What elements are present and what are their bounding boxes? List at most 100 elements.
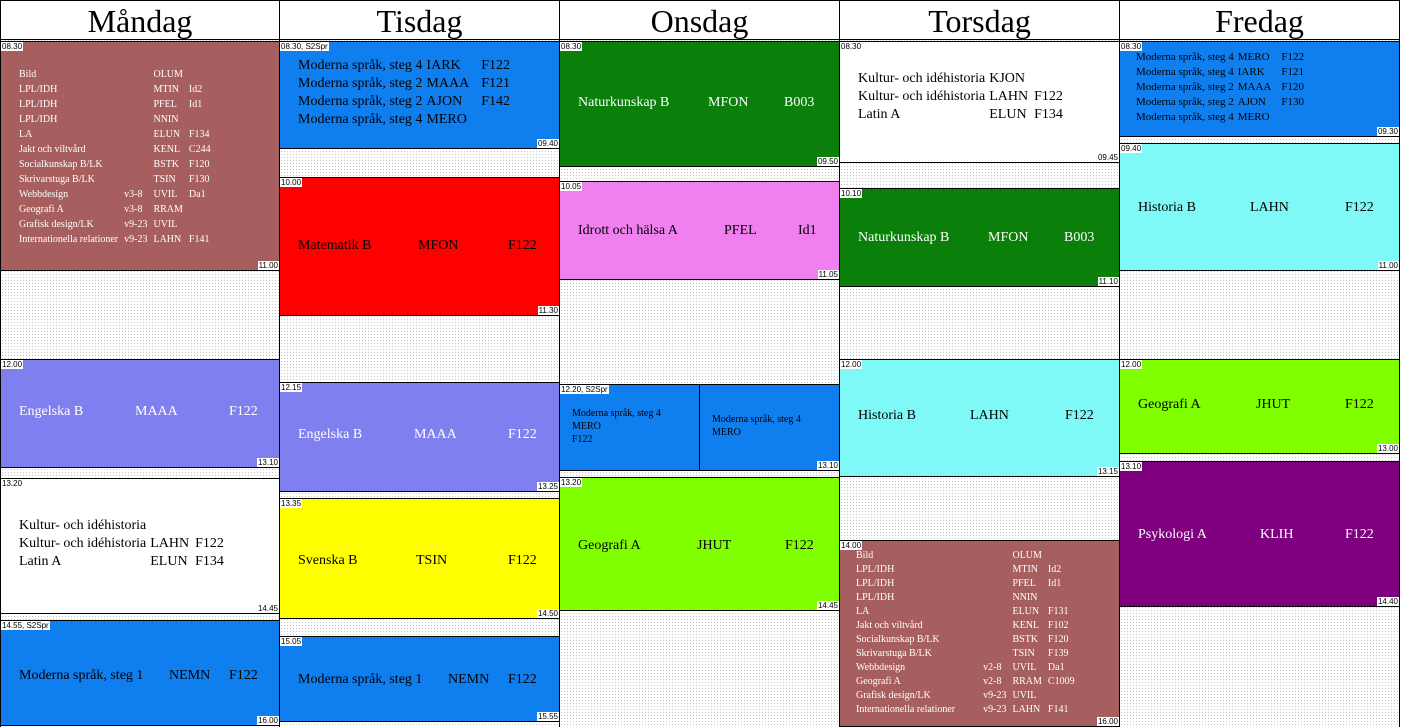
lesson-cell [124, 97, 153, 112]
lesson-cell [1034, 70, 1069, 88]
lesson-block[interactable]: 12.00 Geografi A JHUT F122 13.00 [1120, 359, 1399, 454]
lesson-cell: Webbdesign [19, 189, 69, 200]
lesson-rows: Kultur- och idéhistoria KJON Kultur- och i… [858, 70, 1069, 124]
lesson-cell: LA [19, 129, 33, 140]
lesson-row: LPL/IDH MTIN Id2 [19, 82, 217, 97]
day-column-thursday: Torsdag 08.30 Kultur- och idéhistoria KJO… [840, 0, 1120, 727]
lesson-block[interactable]: 15.05 Moderna språk, steg 1 NEMN F122 15… [280, 636, 559, 722]
lesson-block[interactable]: 12.15 Engelska B MAAA F122 13.25 [280, 382, 559, 492]
lesson-block[interactable]: 08.30 Moderna språk, steg 4 MERO F122 Moder… [1120, 41, 1399, 137]
lesson-cell: Moderna språk, steg 4 [298, 112, 423, 127]
lesson-cell: Moderna språk, steg 4 [1136, 66, 1234, 78]
lesson-cell: v9-23 [983, 704, 1007, 715]
lesson-cell: Jakt och viltvård [856, 620, 923, 631]
lesson-subject: Svenska B [298, 553, 358, 568]
lesson-cell: LAHN [153, 234, 182, 245]
lesson-cell: MERO [1237, 51, 1270, 63]
lesson-block[interactable]: 10.05 Idrott och hälsa A PFEL Id1 11.05 [560, 181, 839, 280]
start-time: 13.35 [280, 499, 303, 508]
lesson-row: Kultur- och idéhistoria [19, 517, 230, 535]
lesson-block[interactable]: 12.00 Historia B LAHN F122 13.15 [840, 359, 1119, 477]
lesson-block[interactable]: 13.10 Psykologi A KLIH F122 14.40 [1120, 461, 1399, 607]
start-time: 13.20 [1, 479, 24, 488]
lesson-row: LPL/IDH PFEL Id1 [856, 577, 1081, 591]
start-time: 08.30 [1120, 42, 1143, 51]
lesson-room: F122 [785, 538, 814, 553]
lesson-block[interactable]: 13.20 Kultur- och idéhistoria Kultur- och… [1, 478, 279, 614]
lesson-room: F122 [1345, 527, 1374, 542]
lesson-row: Moderna språk, steg 4 IARK F122 [298, 57, 516, 75]
lesson-block[interactable]: 12.00 Engelska B MAAA F122 13.10 [1, 359, 279, 468]
lesson-row: Webbdesign v3-8 UVIL Da1 [19, 187, 217, 202]
lesson-cell: ELUN [153, 129, 181, 140]
lesson-row: Moderna språk, steg 2 AJON F142 [298, 93, 516, 111]
lesson-cell: RRAM [1012, 676, 1042, 687]
lesson-cell: MERO [426, 112, 467, 127]
lesson-cell: F120 [1047, 634, 1069, 645]
lesson-subject: Moderna språk, steg 4 [712, 414, 801, 425]
lesson-cell [150, 517, 195, 535]
lesson-cell: F130 [1281, 96, 1305, 108]
lesson-teacher: JHUT [697, 538, 732, 553]
lesson-teacher: LAHN [970, 408, 1009, 423]
lesson-cell: PFEL [153, 99, 177, 110]
lesson-block[interactable]: 08.30 Naturkunskap B MFON B003 09.50 [560, 41, 839, 167]
start-time: 10.10 [840, 189, 863, 198]
end-time: 09.30 [1376, 127, 1399, 136]
lesson-block[interactable]: 13.20 Geografi A JHUT F122 14.45 [560, 477, 839, 611]
lesson-block[interactable]: 14.55, S2Spr Moderna språk, steg 1 NEMN … [1, 620, 279, 726]
end-time: 09.45 [1096, 153, 1119, 162]
start-time: 12.20, S2Spr [560, 385, 609, 394]
lesson-cell: LPL/IDH [19, 114, 58, 125]
lesson-right: Moderna språk, steg 4 MERO [712, 413, 801, 439]
lesson-block[interactable]: 10.00 Matematik B MFON F122 11.30 [280, 177, 559, 316]
lesson-cell [124, 112, 153, 127]
end-time: 13.15 [1096, 467, 1119, 476]
day-header: Onsdag [560, 0, 839, 40]
lesson-split-divider [699, 385, 700, 470]
lesson-room: B003 [784, 95, 815, 110]
lesson-room: F122 [508, 427, 537, 442]
lesson-block[interactable]: 10.10 Naturkunskap B MFON B003 11.10 [840, 188, 1119, 287]
lesson-cell: AJON [426, 94, 463, 109]
day-column-tuesday: Tisdag 08.30, S2Spr Moderna språk, steg … [280, 0, 560, 727]
lesson-block[interactable]: 13.35 Svenska B TSIN F122 14.50 [280, 498, 559, 619]
lesson-row: LPL/IDH PFEL Id1 [19, 97, 217, 112]
lesson-cell: F122 [1034, 89, 1063, 104]
lesson-cell [124, 157, 153, 172]
lesson-cell [983, 647, 1012, 661]
lesson-row: Latin A ELUN F134 [858, 106, 1069, 124]
end-time: 14.50 [536, 609, 559, 618]
lesson-cell: LPL/IDH [19, 99, 58, 110]
lesson-cell [189, 202, 217, 217]
lesson-block[interactable]: 08.30 Bild OLUM LPL/IDH MTIN Id2 LPL/IDH PFEL I… [1, 41, 279, 271]
lesson-cell: KJON [989, 71, 1026, 86]
lesson-cell: F130 [188, 174, 210, 185]
lesson-cell: MERO [1237, 111, 1270, 123]
lesson-block[interactable]: 08.30, S2Spr Moderna språk, steg 4 IARK F1… [280, 41, 559, 149]
lesson-subject: Historia B [1138, 200, 1196, 215]
end-time: 13.25 [536, 482, 559, 491]
lesson-cell: Bild [856, 550, 874, 561]
lesson-cell: ELUN [1012, 606, 1040, 617]
lesson-row: Geografi A v2-8 RRAM C1009 [856, 675, 1081, 689]
lesson-block[interactable]: 14.00 Bild OLUM LPL/IDH MTIN Id2 LPL/IDH PFEL I… [840, 540, 1119, 727]
lesson-cell: Grafisk design/LK [19, 219, 94, 230]
start-time: 12.00 [1120, 360, 1143, 369]
lesson-subject: Naturkunskap B [858, 230, 950, 245]
lesson-row: Latin A ELUN F134 [19, 553, 230, 571]
lesson-table: Bild OLUM LPL/IDH MTIN Id2 LPL/IDH PFEL Id1 LPL/… [856, 549, 1081, 717]
lesson-cell: C1009 [1047, 676, 1075, 687]
lesson-cell: Latin A [858, 107, 901, 122]
lesson-cell: LPL/IDH [19, 84, 58, 95]
lesson-block[interactable]: 09.40 Historia B LAHN F122 11.00 [1120, 143, 1399, 271]
lesson-cell: Jakt och viltvård [19, 144, 86, 155]
lesson-block[interactable]: 12.20, S2Spr Moderna språk, steg 4 MERO … [560, 384, 839, 471]
lesson-cell: ELUN [989, 107, 1027, 122]
lesson-subject: Moderna språk, steg 1 [19, 668, 144, 683]
start-time: 12.00 [1, 360, 24, 369]
lesson-block[interactable]: 08.30 Kultur- och idéhistoria KJON Kultur-… [840, 41, 1119, 163]
lesson-subject: Geografi A [1138, 397, 1201, 412]
lesson-teacher: JHUT [1256, 397, 1291, 412]
lesson-table: Kultur- och idéhistoria Kultur- och idéhi… [19, 517, 230, 571]
